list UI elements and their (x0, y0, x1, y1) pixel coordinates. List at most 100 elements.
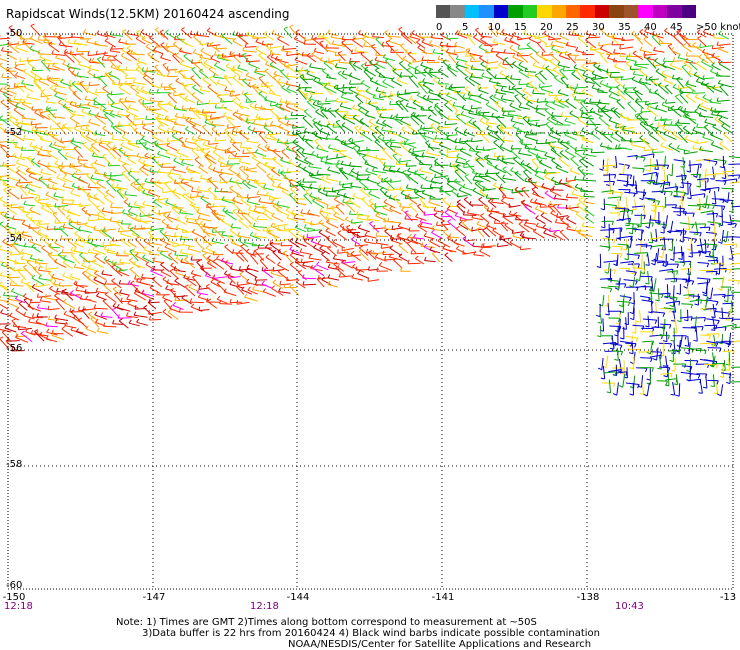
wind-barb (213, 76, 224, 79)
wind-barb (603, 203, 617, 207)
wind-barb-feather (203, 113, 208, 116)
wind-barb (727, 192, 730, 203)
wind-barb-feather (149, 234, 152, 239)
wind-barb-feather (553, 194, 557, 199)
wind-barb-feather (199, 85, 203, 90)
wind-barb (681, 182, 692, 185)
wind-barb (422, 81, 435, 85)
wind-barb-feather (535, 153, 539, 158)
wind-barb-feather (229, 51, 232, 56)
wind-barb-feather (500, 197, 505, 201)
wind-barb-feather (185, 126, 189, 130)
wind-barb-feather (25, 167, 30, 172)
wind-barb-feather (335, 203, 340, 207)
wind-barb (456, 58, 468, 63)
wind-barb (155, 145, 168, 152)
wind-barb-feather (219, 53, 223, 58)
wind-barb-feather (145, 115, 148, 120)
wind-barb (521, 188, 530, 198)
wind-barb (171, 129, 186, 135)
wind-barb-feather (400, 190, 404, 194)
wind-barb-feather (72, 110, 76, 115)
wind-barb-feather (144, 152, 148, 157)
wind-barb-feather (446, 153, 449, 158)
wind-barb (393, 197, 402, 206)
wind-barb (582, 225, 595, 229)
wind-barb-feather (714, 116, 719, 120)
wind-barb (241, 181, 251, 190)
wind-barb (728, 163, 740, 165)
wind-barb-feather (492, 38, 496, 43)
wind-barb-feather (721, 123, 725, 127)
wind-barb-feather (288, 228, 293, 232)
wind-barb-feather (78, 60, 82, 65)
wind-barb (718, 33, 729, 40)
wind-barb-feather (102, 125, 107, 129)
wind-barb-feather (211, 126, 216, 130)
wind-barb-feather (52, 112, 56, 117)
wind-barb-feather (646, 105, 651, 109)
wind-barb-feather (350, 236, 355, 240)
wind-barb-feather (704, 124, 709, 128)
wind-barb (399, 101, 409, 113)
wind-barb-feather (46, 203, 51, 207)
wind-barb (197, 137, 210, 142)
wind-barb-feather (317, 240, 321, 245)
wind-barb (248, 209, 261, 215)
wind-barb (245, 101, 257, 103)
wind-barb (108, 102, 120, 106)
wind-barb-feather (423, 67, 428, 71)
wind-barb-feather (330, 205, 335, 209)
wind-barb-feather (142, 124, 146, 129)
wind-barb-feather (542, 64, 546, 69)
wind-barb-feather (47, 176, 52, 181)
wind-barb-feather (239, 143, 243, 148)
wind-barb-feather (322, 67, 326, 72)
wind-barb (402, 171, 411, 181)
wind-barb-feather (127, 238, 132, 242)
wind-barb (439, 144, 452, 151)
wind-barb-feather (350, 167, 355, 172)
wind-barb-feather (310, 221, 312, 226)
wind-barb (462, 186, 474, 191)
wind-barb (430, 125, 442, 134)
wind-barb-feather (226, 160, 229, 165)
wind-barb (111, 93, 124, 96)
wind-barb-feather (298, 181, 302, 186)
wind-barb-feather (1, 46, 4, 52)
wind-barb-feather (163, 212, 168, 216)
wind-barb-feather (363, 185, 366, 190)
wind-barb-feather (496, 155, 501, 159)
wind-barb-feather (657, 122, 660, 127)
wind-barb-feather (285, 80, 289, 85)
wind-barb-feather (670, 46, 675, 51)
wind-barb-feather (483, 186, 485, 191)
wind-barb-feather (476, 227, 481, 230)
wind-barb-feather (455, 225, 460, 230)
wind-barb-feather (629, 174, 633, 179)
wind-barb-feather (340, 160, 344, 165)
wind-barb-feather (597, 108, 600, 113)
wind-barb-feather (191, 59, 193, 64)
wind-barb (689, 62, 698, 71)
wind-barb (374, 59, 388, 64)
wind-barb (351, 51, 363, 55)
wind-barb-feather (594, 126, 599, 130)
wind-barb-feather (149, 154, 152, 159)
wind-barb-feather (718, 223, 722, 228)
wind-barb-feather (0, 196, 4, 200)
wind-barb-feather (86, 38, 90, 43)
wind-barb (176, 218, 187, 225)
wind-barb (7, 176, 20, 182)
wind-barb (566, 196, 579, 199)
wind-barb (119, 99, 130, 111)
wind-barb-feather (422, 94, 426, 99)
wind-barb (194, 63, 204, 73)
wind-barb-feather (162, 62, 167, 66)
wind-barb (102, 127, 113, 136)
wind-barb-feather (348, 86, 353, 90)
wind-barb-feather (392, 115, 397, 119)
wind-barb (79, 204, 92, 207)
wind-barb (238, 78, 252, 81)
wind-barb-feather (534, 72, 540, 76)
